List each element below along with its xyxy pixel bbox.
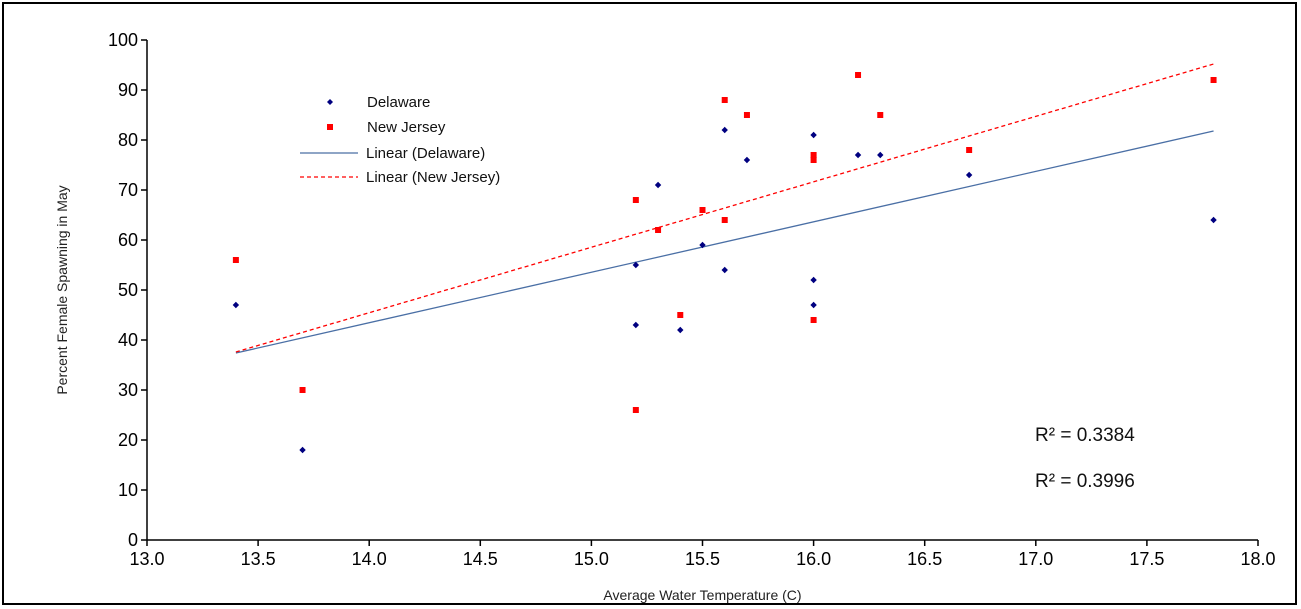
point-new-jersey: [232, 257, 239, 263]
point-delaware: [677, 326, 684, 334]
x-tick-label: 16.5: [907, 549, 942, 569]
point-new-jersey: [699, 207, 706, 213]
y-tick-label: 50: [118, 280, 138, 300]
y-tick-label: 80: [118, 130, 138, 150]
x-tick-label: 14.0: [352, 549, 387, 569]
legend-label-new-jersey: New Jersey: [367, 119, 446, 136]
trendline-new-jersey: [235, 63, 1214, 353]
point-delaware: [721, 266, 728, 274]
point-new-jersey: [966, 147, 973, 153]
point-delaware: [299, 446, 306, 454]
x-tick-label: 14.5: [463, 549, 498, 569]
point-new-jersey: [855, 72, 862, 78]
point-new-jersey: [721, 217, 728, 223]
x-axis-title: Average Water Temperature (C): [603, 587, 801, 603]
y-axis-title: Percent Female Spawning in May: [54, 185, 70, 394]
point-new-jersey: [743, 112, 750, 118]
legend-label-linear-new-jersey: Linear (New Jersey): [366, 169, 500, 186]
point-new-jersey: [877, 112, 884, 118]
legend-item-delaware: Delaware: [327, 94, 430, 111]
y-tick-label: 70: [118, 180, 138, 200]
legend-item-linear-delaware: Linear (Delaware): [300, 145, 485, 162]
trendline-delaware: [235, 130, 1214, 354]
point-delaware: [965, 171, 973, 179]
r-squared-delaware: R² = 0.3384: [1035, 425, 1135, 446]
x-tick-label: 13.5: [241, 549, 276, 569]
y-tick-label: 100: [108, 30, 138, 50]
x-tick-label: 15.0: [574, 549, 609, 569]
x-tick-label: 17.5: [1129, 549, 1164, 569]
point-delaware: [810, 301, 817, 309]
x-tick-label: 13.0: [129, 549, 164, 569]
point-delaware: [1210, 216, 1217, 224]
point-new-jersey: [810, 157, 817, 163]
y-tick-label: 10: [118, 480, 138, 500]
point-delaware: [232, 301, 240, 309]
point-delaware: [810, 131, 817, 139]
y-tick-label: 0: [128, 530, 138, 550]
y-tick-label: 30: [118, 380, 138, 400]
x-tick-label: 17.0: [1018, 549, 1053, 569]
point-new-jersey: [810, 152, 817, 158]
point-new-jersey: [299, 387, 306, 393]
trendlines: [235, 63, 1214, 354]
r-squared-new-jersey: R² = 0.3996: [1035, 471, 1135, 492]
legend-label-delaware: Delaware: [367, 94, 430, 111]
legend-item-linear-new-jersey: Linear (New Jersey): [300, 169, 500, 186]
point-new-jersey: [721, 97, 728, 103]
point-new-jersey: [1210, 77, 1217, 83]
x-tick-label: 15.5: [685, 549, 720, 569]
x-tick-label: 18.0: [1240, 549, 1275, 569]
point-delaware: [699, 241, 706, 249]
x-tick-label: 16.0: [796, 549, 831, 569]
point-delaware: [632, 261, 640, 269]
point-delaware: [810, 276, 817, 284]
y-ticks: 0 10 20 30 40 50 60 70 80 90 100: [108, 30, 147, 550]
legend-item-new-jersey: New Jersey: [327, 119, 446, 136]
y-tick-label: 60: [118, 230, 138, 250]
legend-marker-new-jersey: [327, 124, 333, 130]
point-delaware: [654, 181, 662, 189]
legend-marker-delaware: [327, 99, 333, 105]
point-new-jersey: [632, 197, 639, 203]
legend-label-linear-delaware: Linear (Delaware): [366, 145, 485, 162]
point-new-jersey: [677, 312, 684, 318]
y-tick-label: 90: [118, 80, 138, 100]
y-tick-label: 40: [118, 330, 138, 350]
point-delaware: [632, 321, 640, 329]
point-new-jersey: [655, 227, 662, 233]
point-delaware: [721, 126, 728, 134]
point-delaware: [854, 151, 862, 159]
point-new-jersey: [632, 407, 639, 413]
point-new-jersey: [810, 317, 817, 323]
x-ticks: 13.0 13.5 14.0 14.5 15.0 15.5 16.0 16.5 17.0 17.5…: [129, 540, 1276, 569]
data-points: [232, 72, 1217, 454]
legend: Delaware New Jersey Linear (Delaware) Li…: [300, 94, 500, 186]
y-tick-label: 20: [118, 430, 138, 450]
point-delaware: [877, 151, 884, 159]
point-delaware: [743, 156, 751, 164]
